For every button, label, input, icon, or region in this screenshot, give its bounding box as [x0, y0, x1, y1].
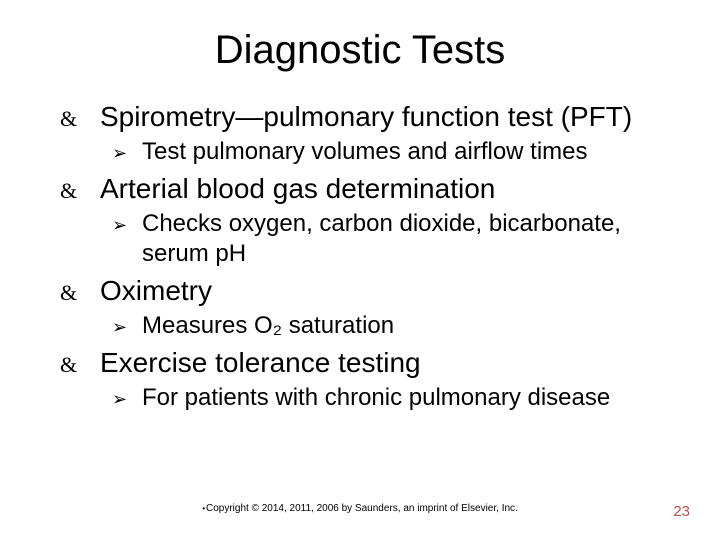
arrow-icon: ➢	[112, 316, 142, 339]
copyright-text: •Copyright © 2014, 2011, 2006 by Saunder…	[0, 503, 720, 514]
arrow-icon: ➢	[112, 214, 142, 237]
sub-bullet-item: ➢ Measures O₂ saturation	[112, 311, 670, 341]
bullet-item: & Spirometry—pulmonary function test (PF…	[60, 101, 670, 133]
arrow-icon: ➢	[112, 388, 142, 411]
bullet-icon: &	[60, 280, 100, 306]
slide-container: Diagnostic Tests & Spirometry—pulmonary …	[0, 0, 720, 540]
page-number: 23	[673, 503, 690, 520]
bullet-icon: &	[60, 178, 100, 204]
bullet-item: & Oximetry	[60, 275, 670, 307]
sub-bullet-label: For patients with chronic pulmonary dise…	[142, 383, 670, 413]
slide-title: Diagnostic Tests	[50, 28, 670, 73]
sub-bullet-item: ➢ For patients with chronic pulmonary di…	[112, 383, 670, 413]
slide-content: & Spirometry—pulmonary function test (PF…	[50, 101, 670, 413]
bullet-item: & Arterial blood gas determination	[60, 173, 670, 205]
bullet-label: Arterial blood gas determination	[100, 173, 495, 205]
bullet-item: & Exercise tolerance testing	[60, 347, 670, 379]
bullet-dot-icon: •	[202, 504, 205, 513]
bullet-label: Spirometry—pulmonary function test (PFT)	[100, 101, 632, 133]
sub-bullet-label: Test pulmonary volumes and airflow times	[142, 137, 670, 167]
sub-bullet-label: Measures O₂ saturation	[142, 311, 670, 341]
bullet-label: Exercise tolerance testing	[100, 347, 421, 379]
sub-bullet-item: ➢ Test pulmonary volumes and airflow tim…	[112, 137, 670, 167]
bullet-icon: &	[60, 106, 100, 132]
bullet-icon: &	[60, 352, 100, 378]
arrow-icon: ➢	[112, 142, 142, 165]
sub-bullet-label: Checks oxygen, carbon dioxide, bicarbona…	[142, 209, 670, 269]
copyright-label: Copyright © 2014, 2011, 2006 by Saunders…	[206, 503, 518, 514]
sub-bullet-item: ➢ Checks oxygen, carbon dioxide, bicarbo…	[112, 209, 670, 269]
bullet-label: Oximetry	[100, 275, 212, 307]
